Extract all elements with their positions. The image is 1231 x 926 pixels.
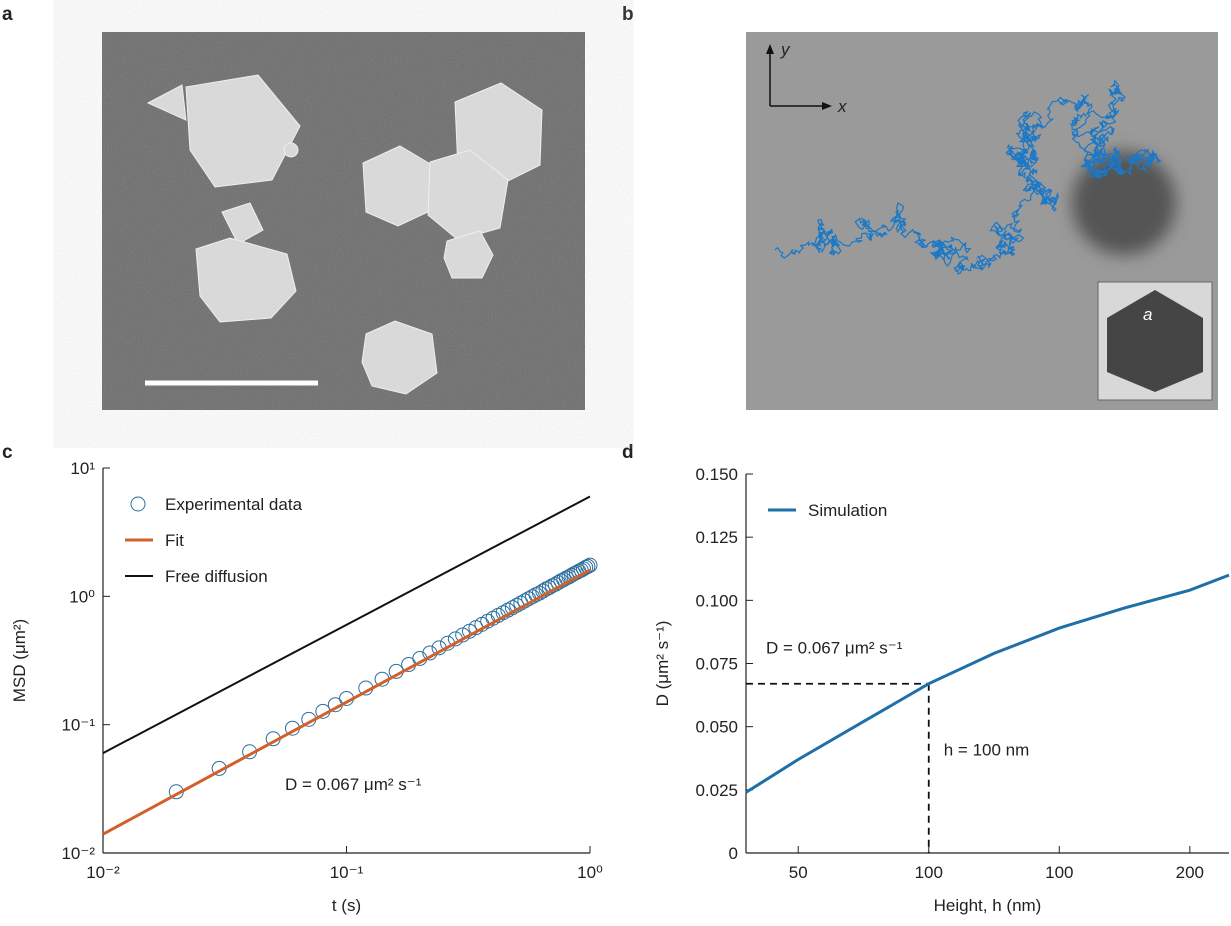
trajectory-image: y x a [746, 32, 1218, 410]
annotation: D = 0.067 μm² s⁻¹ [285, 775, 422, 794]
x-axis-label: t (s) [332, 896, 361, 915]
x-tick-label: 50 [789, 863, 808, 882]
chart: 10⁻² 10⁻¹ 10⁰ 10⁻² 10⁻¹ 10⁰ 10¹ t (s) MSD (μm²) D… [10, 459, 603, 915]
y-tick-label: 0.125 [695, 528, 738, 547]
y-tick-label: 10¹ [70, 459, 95, 478]
series-line [103, 570, 590, 834]
y-tick-label: 0.025 [695, 781, 738, 800]
axis-label: y [780, 40, 791, 59]
y-tick-label: 10⁻² [61, 844, 95, 863]
legend-marker [131, 497, 145, 511]
legend-label: Simulation [808, 501, 887, 520]
panel-label: a [2, 4, 13, 25]
figure: a b c d y x a 10⁻²10⁻¹10⁰10 [0, 0, 1231, 921]
x-tick-label: 100 [1045, 863, 1073, 882]
x-tick-label: 10⁰ [577, 863, 603, 882]
panel-label: c [2, 442, 13, 463]
y-tick-label: 10⁰ [69, 587, 95, 606]
x-tick-label: 10⁻¹ [330, 863, 364, 882]
x-axis-label: Height, h (nm) [934, 896, 1042, 915]
annotation: D = 0.067 μm² s⁻¹ [766, 639, 903, 658]
panel-label: b [622, 4, 634, 25]
y-tick-label: 0.050 [695, 718, 738, 737]
inset-label: a [1143, 305, 1152, 324]
y-tick-label: 0.100 [695, 591, 738, 610]
y-tick-label: 0.075 [695, 655, 738, 674]
y-tick-label: 10⁻¹ [61, 716, 95, 735]
y-axis-label: MSD (μm²) [10, 619, 29, 702]
x-tick-label: 100 [915, 863, 943, 882]
legend-label: Fit [165, 531, 184, 550]
axis-label: x [837, 97, 847, 116]
legend-label: Experimental data [165, 495, 303, 514]
page: {"panel_labels":["a","b","c","d"], "imag… [0, 0, 1231, 921]
y-tick-label: 0 [729, 844, 738, 863]
y-axis-label: D (μm² s⁻¹) [653, 621, 672, 707]
x-tick-label: 10⁻² [86, 863, 120, 882]
micrograph [102, 32, 585, 410]
chart: 50 100 100 200 0 0.025 0.050 0.075 0.100 0.125 0.1… [653, 465, 1229, 915]
x-tick-label: 200 [1176, 863, 1204, 882]
legend-label: Free diffusion [165, 567, 268, 586]
y-tick-label: 0.150 [695, 465, 738, 484]
annotation: h = 100 nm [944, 741, 1030, 760]
panel-label: d [622, 442, 634, 463]
